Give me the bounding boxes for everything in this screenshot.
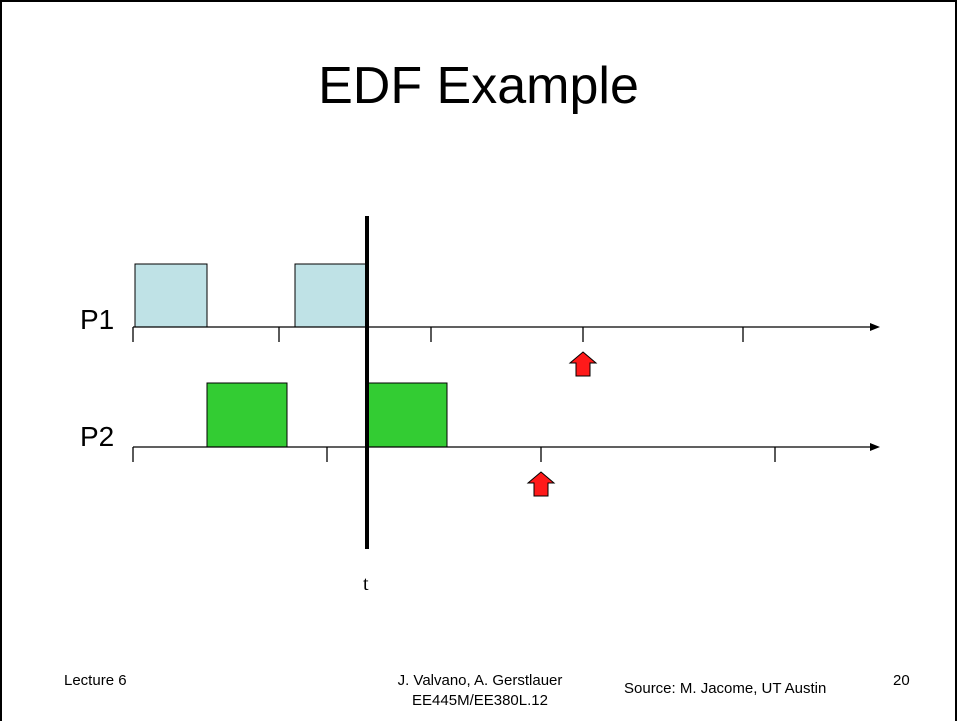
p1-exec-block-2	[294, 263, 369, 328]
slide-title: EDF Example	[318, 57, 639, 115]
p1-exec-block-1	[134, 263, 208, 328]
p2-time-axis	[132, 443, 880, 462]
p2-exec-block-1	[206, 382, 288, 448]
p2-deadline-arrow	[526, 471, 556, 497]
time-marker-label: t	[363, 573, 369, 595]
p2-exec-block-2	[367, 382, 448, 448]
p2-label: P2	[80, 421, 114, 452]
p1-time-axis	[132, 323, 880, 342]
footer-authors: J. Valvano, A. Gerstlauer	[397, 672, 563, 689]
footer-course: EE445M/EE380L.12	[412, 692, 548, 709]
footer-credits: J. Valvano, A. Gerstlauer EE445M/EE380L.…	[370, 671, 590, 711]
p1-label: P1	[80, 304, 114, 335]
p1-deadline-arrow	[568, 351, 598, 377]
footer-page-number: 20	[893, 672, 910, 689]
footer-lecture: Lecture 6	[64, 672, 127, 689]
footer-source: Source: M. Jacome, UT Austin	[624, 680, 827, 697]
